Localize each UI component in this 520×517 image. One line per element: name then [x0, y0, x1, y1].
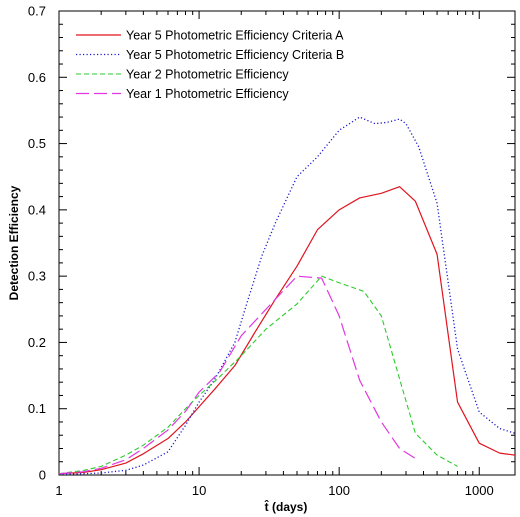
series-line-4 [59, 275, 416, 475]
y-tick-label: 0.4 [28, 202, 46, 217]
y-tick-label: 0.2 [28, 335, 46, 350]
y-tick-label: 0.7 [28, 4, 46, 19]
y-tick-label: 0.3 [28, 269, 46, 284]
y-tick-label: 0.5 [28, 136, 46, 151]
x-tick-labels: 1 10 100 1000 [55, 483, 493, 498]
y-tick-label: 0 [39, 468, 46, 483]
x-axis-title: t̂ (days) [264, 499, 308, 514]
series-line-3 [59, 275, 458, 475]
series-line-1 [59, 186, 515, 475]
x-tick-label: 1000 [465, 483, 494, 498]
plot-frame [58, 10, 516, 476]
axis-ticks [58, 10, 515, 476]
legend-label-4: Year 1 Photometric Efficiency [126, 87, 289, 101]
legend-label-3: Year 2 Photometric Efficiency [126, 68, 289, 82]
x-tick-label: 10 [192, 483, 206, 498]
series-line-2 [59, 116, 515, 475]
y-axis-title: Detection Efficiency [7, 185, 21, 300]
legend: Year 5 Photometric Efficiency Criteria A… [76, 29, 344, 101]
legend-label-1: Year 5 Photometric Efficiency Criteria A [126, 29, 344, 43]
x-tick-label: 1 [55, 483, 62, 498]
y-tick-labels: 0 0.1 0.2 0.3 0.4 0.5 0.6 0.7 [28, 4, 46, 483]
x-tick-label: 100 [328, 483, 350, 498]
legend-label-2: Year 5 Photometric Efficiency Criteria B [126, 48, 344, 62]
y-tick-label: 0.1 [28, 401, 46, 416]
series-lines [59, 116, 515, 475]
y-tick-label: 0.6 [28, 70, 46, 85]
